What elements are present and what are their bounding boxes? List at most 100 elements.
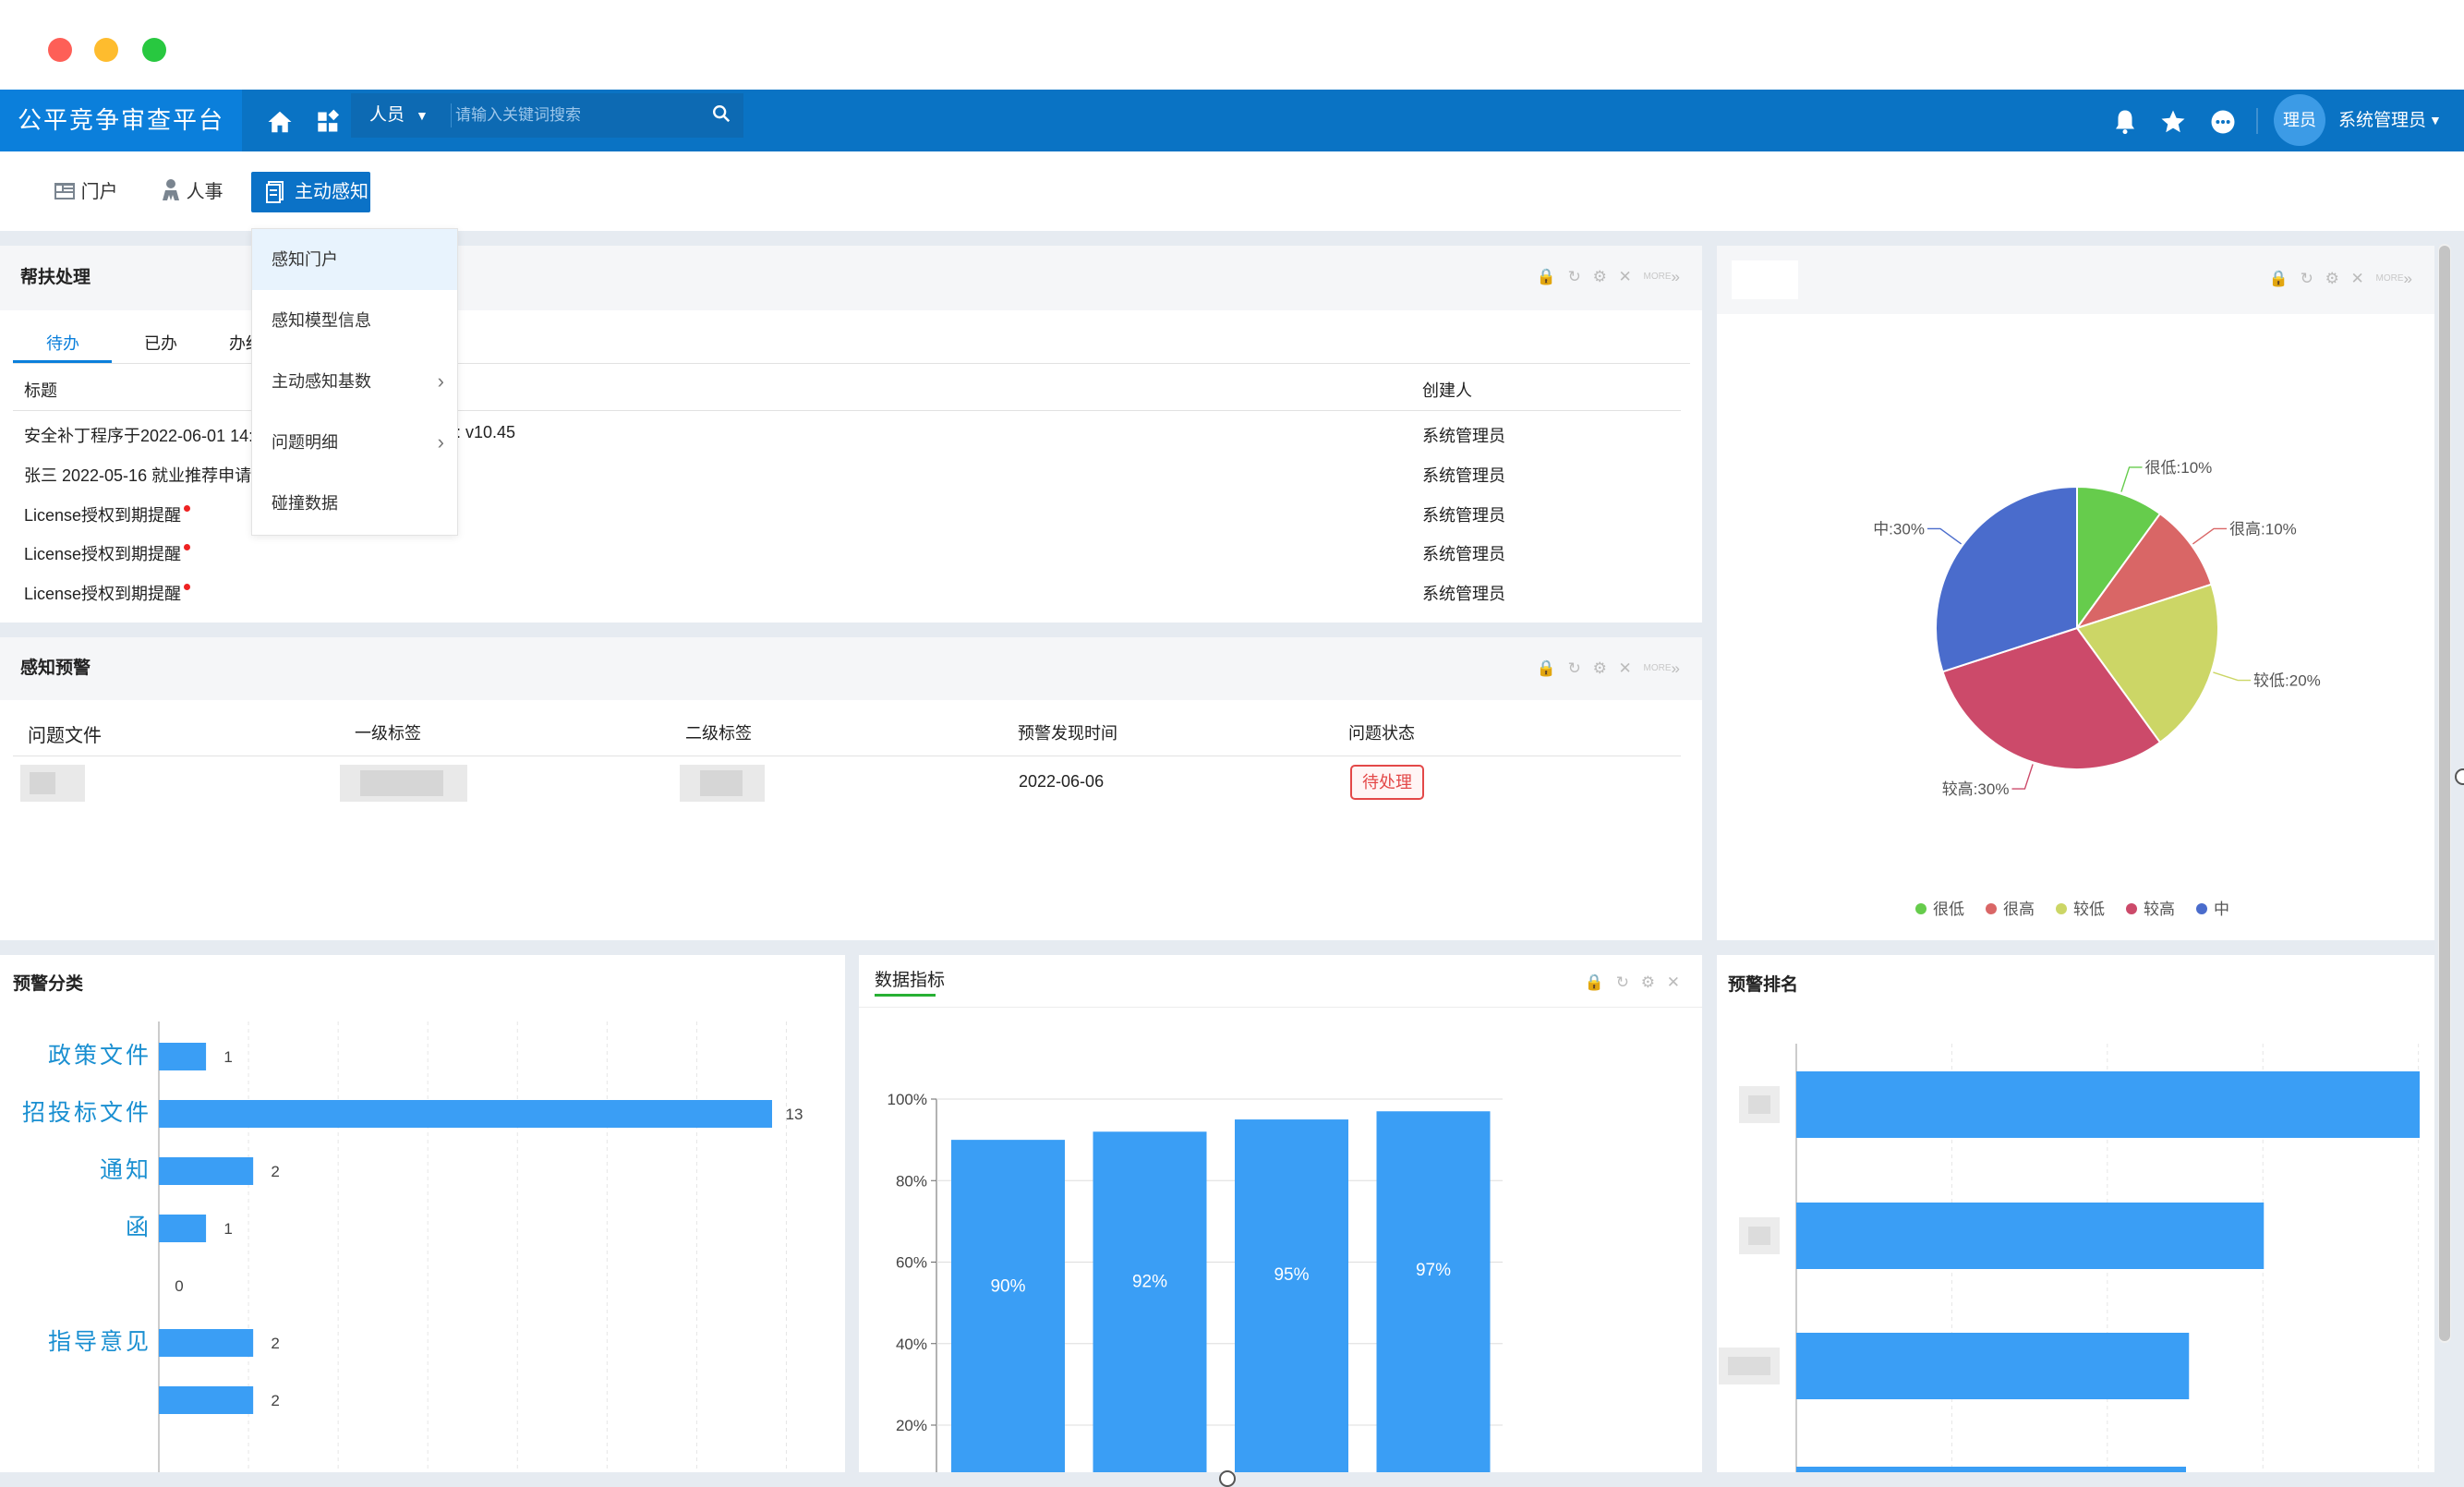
- person-icon: [163, 179, 179, 200]
- panel-title: 预警分类: [13, 974, 84, 994]
- chevron-right-icon: ›: [437, 369, 444, 393]
- category-label: 函: [126, 1215, 151, 1240]
- bar[interactable]: [159, 1043, 207, 1070]
- more-link[interactable]: MORE: [2375, 273, 2404, 284]
- table-row[interactable]: License授权到期提醒 系统管理员: [0, 501, 1702, 528]
- tab-todo[interactable]: 待办: [46, 334, 79, 353]
- bar[interactable]: [1796, 1071, 2420, 1138]
- bar[interactable]: [1796, 1203, 2265, 1269]
- table-row[interactable]: 张三 2022-05-16 就业推荐申请 系统管理员: [0, 461, 1702, 489]
- pie-slice[interactable]: [2076, 485, 2162, 632]
- panel-tools[interactable]: 🔒 ↻ ⚙ ✕ MORE»: [2268, 270, 2416, 287]
- category-label: 政策文件: [48, 1043, 151, 1069]
- panel-tools[interactable]: 🔒 ↻ ⚙ ✕ MORE»: [1536, 268, 1684, 285]
- category-panel: 预警分类 政策文件 1 招投标文件 13 通知 2 函 1 0 指导意见 2 2: [0, 955, 845, 1472]
- legend-marker: [2056, 903, 2067, 914]
- user-name[interactable]: 系统管理员: [2338, 111, 2427, 130]
- legend-item[interactable]: 很高: [1986, 901, 2035, 918]
- close-window-button[interactable]: [48, 38, 72, 62]
- legend-item[interactable]: 较高: [2126, 901, 2175, 918]
- bar-value-label: 2: [271, 1163, 279, 1180]
- menu-item-issue-details[interactable]: 问题明细 ›: [252, 412, 457, 473]
- bar[interactable]: [1093, 1131, 1207, 1472]
- tab-data-metrics[interactable]: 数据指标: [875, 971, 946, 990]
- bar-value-label: 95%: [1274, 1265, 1309, 1285]
- panel-title-placeholder: [1732, 260, 1798, 299]
- chevron-down-icon[interactable]: ▼: [416, 108, 429, 123]
- pie-label-line: [1927, 527, 1963, 545]
- category-label: 招投标文件: [22, 1100, 151, 1126]
- menu-item-sensing-portal[interactable]: 感知门户: [252, 229, 457, 290]
- panel-tools[interactable]: 🔒 ↻ ⚙ ✕: [1584, 973, 1684, 991]
- apps-grid-icon[interactable]: [316, 90, 342, 151]
- table-row[interactable]: 安全补丁程序于2022-06-01 14:3 : v10.45 系统管理员: [0, 421, 1702, 449]
- row-title[interactable]: 安全补丁程序于2022-06-01 14:3: [24, 427, 263, 445]
- pie-slice[interactable]: [2075, 583, 2219, 744]
- legend-item[interactable]: 很低: [1915, 901, 1964, 918]
- column-header-tag1: 一级标签: [355, 724, 421, 743]
- search-category-select[interactable]: 人员: [369, 105, 405, 125]
- bar[interactable]: [951, 1140, 1065, 1472]
- menu-item-model-info[interactable]: 感知模型信息: [272, 311, 371, 330]
- row-title[interactable]: License授权到期提醒: [24, 545, 182, 563]
- redacted-category-label: [1739, 1217, 1780, 1254]
- pie-slice[interactable]: [2074, 512, 2213, 630]
- bell-icon[interactable]: [2111, 90, 2139, 151]
- maximize-window-button[interactable]: [142, 38, 166, 62]
- chevron-down-icon[interactable]: ▼: [2429, 113, 2442, 127]
- bar[interactable]: [1796, 1467, 2186, 1472]
- menu-item-collision-data[interactable]: 碰撞数据: [272, 494, 338, 513]
- redacted-category-label: [1719, 1348, 1780, 1384]
- bar[interactable]: [1235, 1119, 1348, 1472]
- brand-title[interactable]: 公平竞争审查平台: [0, 90, 242, 151]
- search-input[interactable]: 请输入关键词搜索: [455, 106, 581, 124]
- bar[interactable]: [159, 1386, 254, 1414]
- bar[interactable]: [159, 1100, 772, 1128]
- redacted-block: [1728, 1357, 1770, 1375]
- panel-tools[interactable]: 🔒 ↻ ⚙ ✕ MORE»: [1536, 659, 1684, 677]
- nav-item-active-sensing[interactable]: 主动感知: [251, 172, 370, 212]
- pie-data-label: 较低:20%: [2253, 672, 2321, 690]
- star-icon[interactable]: [2159, 90, 2187, 151]
- table-row[interactable]: License授权到期提醒 系统管理员: [0, 539, 1702, 567]
- bar-value-label: 1: [223, 1048, 232, 1066]
- more-link[interactable]: MORE: [1643, 663, 1672, 673]
- nav-item-personnel[interactable]: 人事: [161, 172, 223, 212]
- avatar[interactable]: 理员: [2274, 94, 2325, 146]
- table-row[interactable]: License授权到期提醒 系统管理员: [0, 579, 1702, 607]
- active-sensing-dropdown: 感知门户 感知模型信息 主动感知基数 › 问题明细 › 碰撞数据: [251, 228, 458, 536]
- bar[interactable]: [159, 1329, 254, 1357]
- panel-header: 数据指标 🔒 ↻ ⚙ ✕: [859, 955, 1702, 1008]
- resize-handle[interactable]: [1219, 1470, 1236, 1487]
- row-creator: 系统管理员: [1422, 466, 1505, 485]
- legend-item[interactable]: 较低: [2056, 901, 2105, 918]
- more-link[interactable]: MORE: [1643, 272, 1672, 282]
- redacted-file-name[interactable]: [20, 765, 85, 802]
- search-icon[interactable]: [711, 103, 731, 128]
- pie-slice[interactable]: [1935, 485, 2078, 673]
- legend-marker: [1986, 903, 1997, 914]
- resize-handle[interactable]: [2455, 768, 2464, 785]
- menu-item-base-data[interactable]: 主动感知基数 ›: [252, 351, 457, 412]
- row-title[interactable]: 张三 2022-05-16 就业推荐申请: [24, 466, 252, 485]
- legend-item[interactable]: 中: [2196, 901, 2229, 918]
- bar[interactable]: [1796, 1333, 2190, 1399]
- tab-done[interactable]: 已办: [144, 334, 177, 353]
- home-icon[interactable]: [266, 90, 294, 151]
- chat-more-icon[interactable]: [2209, 90, 2237, 151]
- page-scrollbar-thumb[interactable]: [2439, 246, 2450, 1341]
- pie-slice[interactable]: [1941, 626, 2162, 770]
- nav-item-portal[interactable]: 门户: [54, 172, 118, 212]
- minimize-window-button[interactable]: [94, 38, 118, 62]
- bar[interactable]: [159, 1157, 254, 1185]
- pie-label-line: [2011, 764, 2034, 790]
- redacted-tag1: [340, 765, 467, 802]
- bar[interactable]: [1376, 1111, 1491, 1472]
- bar[interactable]: [159, 1215, 207, 1242]
- row-title[interactable]: License授权到期提醒: [24, 506, 182, 525]
- document-icon: [266, 181, 284, 203]
- row-title[interactable]: License授权到期提醒: [24, 585, 182, 603]
- status-badge[interactable]: 待处理: [1350, 765, 1424, 800]
- nav-item-label: 主动感知: [295, 182, 368, 202]
- pie-data-label: 很低:10%: [2145, 459, 2213, 477]
